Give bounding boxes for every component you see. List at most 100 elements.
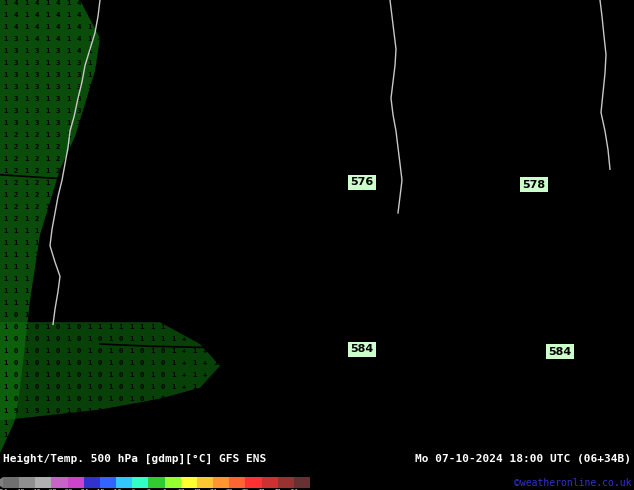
Text: 1: 1 [213, 180, 217, 186]
Text: +: + [245, 240, 249, 246]
Text: 1: 1 [150, 288, 155, 294]
Text: +: + [476, 444, 480, 450]
Text: 3: 3 [202, 84, 207, 90]
Text: +: + [413, 372, 417, 378]
Text: 1: 1 [213, 24, 217, 30]
Text: 1: 1 [423, 408, 427, 414]
Text: 2: 2 [56, 216, 60, 222]
Text: 3: 3 [245, 156, 249, 162]
Text: +: + [307, 348, 312, 354]
Text: 1: 1 [381, 384, 385, 390]
Text: 1: 1 [486, 216, 491, 222]
Text: 0: 0 [13, 348, 18, 354]
Text: +: + [392, 312, 396, 318]
Text: 0: 0 [139, 408, 144, 414]
Text: 3: 3 [287, 144, 291, 150]
Text: 1: 1 [381, 96, 385, 102]
Text: 1: 1 [402, 300, 406, 306]
Text: +: + [349, 240, 354, 246]
Text: 3: 3 [517, 192, 522, 198]
Text: +: + [413, 240, 417, 246]
Text: 1: 1 [612, 264, 616, 270]
Text: 1: 1 [381, 264, 385, 270]
Text: 3: 3 [307, 144, 312, 150]
Text: 1: 1 [591, 420, 595, 426]
Text: 4: 4 [328, 12, 333, 18]
Text: 4: 4 [413, 24, 417, 30]
Text: 1: 1 [465, 336, 469, 342]
Text: +: + [496, 420, 501, 426]
Text: +: + [602, 384, 606, 390]
Text: +: + [370, 276, 375, 282]
Text: +: + [287, 384, 291, 390]
Text: 1: 1 [423, 192, 427, 198]
Text: +: + [392, 276, 396, 282]
Text: 3: 3 [538, 168, 543, 174]
Text: 1: 1 [612, 216, 616, 222]
Text: 1: 1 [171, 36, 176, 42]
Text: 1: 1 [45, 420, 49, 426]
Text: +: + [517, 276, 522, 282]
Text: 1: 1 [297, 288, 301, 294]
Text: 2: 2 [224, 180, 228, 186]
Text: +: + [224, 252, 228, 258]
Text: 1: 1 [234, 252, 238, 258]
Text: 1: 1 [3, 264, 8, 270]
Text: 1: 1 [402, 360, 406, 366]
Text: 9: 9 [77, 432, 81, 438]
Text: 1: 1 [444, 276, 448, 282]
Text: 3: 3 [349, 144, 354, 150]
Text: 1: 1 [339, 288, 344, 294]
Text: 2: 2 [98, 168, 102, 174]
Bar [165, 477, 181, 488]
Text: 1: 1 [528, 156, 533, 162]
Text: 3: 3 [13, 96, 18, 102]
Text: 1: 1 [255, 312, 259, 318]
Text: 1: 1 [171, 288, 176, 294]
Text: 3: 3 [202, 156, 207, 162]
Text: 1: 1 [507, 84, 512, 90]
Text: 1: 1 [150, 228, 155, 234]
Text: 9: 9 [139, 444, 144, 450]
Text: 1: 1 [234, 216, 238, 222]
Text: 1: 1 [171, 48, 176, 54]
Text: 4: 4 [623, 12, 627, 18]
Text: 2: 2 [35, 156, 39, 162]
Text: 1: 1 [591, 132, 595, 138]
Text: 1: 1 [66, 36, 70, 42]
Text: +: + [349, 372, 354, 378]
Text: 1: 1 [45, 204, 49, 210]
Text: +: + [434, 288, 438, 294]
Text: 1: 1 [318, 372, 323, 378]
Text: 1: 1 [276, 252, 280, 258]
Text: 1: 1 [381, 192, 385, 198]
Text: 1: 1 [549, 384, 553, 390]
Text: 2: 2 [328, 228, 333, 234]
Text: 4: 4 [119, 48, 123, 54]
Text: 1: 1 [633, 12, 634, 18]
Text: 584: 584 [548, 347, 572, 357]
Text: 2: 2 [13, 132, 18, 138]
Text: +: + [517, 252, 522, 258]
Text: 4: 4 [287, 72, 291, 78]
Text: 1: 1 [24, 36, 29, 42]
Text: 3: 3 [496, 156, 501, 162]
Text: 1: 1 [507, 264, 512, 270]
Text: 1: 1 [528, 360, 533, 366]
Text: 4: 4 [413, 48, 417, 54]
Text: 1: 1 [339, 132, 344, 138]
Text: 1: 1 [633, 432, 634, 438]
Text: 4: 4 [455, 24, 459, 30]
Text: 1: 1 [213, 396, 217, 402]
Text: 1: 1 [234, 432, 238, 438]
Text: 1: 1 [381, 324, 385, 330]
Text: 1: 1 [528, 132, 533, 138]
Text: 1: 1 [24, 96, 29, 102]
Text: 9: 9 [77, 444, 81, 450]
Text: 3: 3 [139, 120, 144, 126]
Text: 3: 3 [160, 120, 165, 126]
Text: 3: 3 [139, 108, 144, 114]
Text: 1: 1 [549, 432, 553, 438]
Text: 0: 0 [56, 396, 60, 402]
Text: 1: 1 [276, 156, 280, 162]
